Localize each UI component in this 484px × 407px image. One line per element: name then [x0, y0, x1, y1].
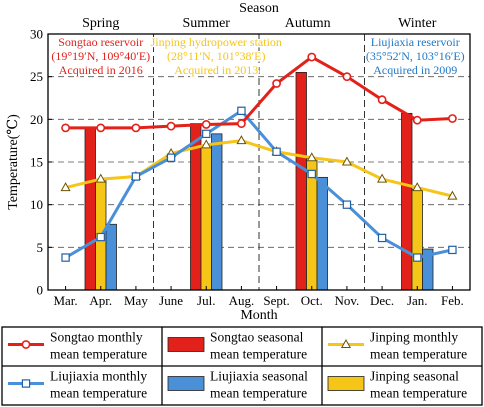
legend-bar-swatch: [167, 376, 205, 391]
bar-liujiaxia-seasonal: [211, 133, 223, 291]
season-label: Spring: [82, 16, 119, 31]
legend: Songtao monthly mean temperature Songtao s…: [1, 326, 483, 406]
point-songtao: [61, 123, 70, 133]
point-liujiaxia: [413, 253, 422, 262]
annotation-line: Jinping hydropower station: [151, 35, 282, 49]
legend-label: mean temperature: [50, 386, 147, 401]
y-axis-label: Temperature(℃): [6, 114, 21, 210]
point-songtao: [377, 95, 387, 105]
x-tick-label: June: [159, 293, 183, 308]
y-tick-label: 10: [30, 197, 43, 212]
point-jinping: [341, 156, 352, 166]
point-liujiaxia: [131, 172, 141, 181]
annotation-line: Liujiaxia reservoir: [371, 35, 460, 49]
season-label: Autumn: [285, 16, 331, 31]
y-tick-label: 15: [30, 155, 43, 170]
annotation-line: Acquired in 2013: [174, 63, 258, 77]
point-jinping: [95, 173, 106, 183]
top-axis-label: Season: [239, 1, 279, 16]
legend-label: Songtao monthly: [50, 330, 143, 345]
legend-marker: [21, 379, 31, 388]
point-songtao: [342, 72, 352, 82]
x-tick-label: Sept.: [263, 293, 289, 308]
point-songtao: [237, 119, 246, 128]
line-liujiaxia-monthly: [64, 108, 453, 260]
season-label: Winter: [398, 16, 437, 31]
point-liujiaxia: [96, 232, 105, 242]
x-tick-label: Apr.: [89, 293, 112, 308]
point-jinping: [236, 135, 247, 145]
legend-label: mean temperature: [210, 347, 307, 362]
legend-label: Jinping monthly: [370, 330, 458, 345]
legend-label: Jinping seasonal: [370, 369, 459, 384]
bar-songtao-seasonal: [401, 112, 413, 291]
x-tick-label: Jan.: [407, 293, 428, 308]
line-jinping-monthly: [65, 139, 453, 198]
point-liujiaxia: [166, 153, 176, 162]
point-songtao: [201, 120, 211, 129]
legend-label: mean temperature: [370, 347, 467, 362]
point-songtao: [307, 52, 317, 62]
annotation-line: Acquired in 2016: [59, 63, 143, 77]
point-liujiaxia: [377, 233, 387, 243]
point-jinping: [201, 139, 212, 149]
bar-liujiaxia-seasonal: [316, 176, 328, 291]
annotation-line: (19°19′N, 109°40′E): [51, 49, 150, 63]
point-jinping: [306, 152, 317, 162]
point-liujiaxia: [272, 147, 281, 156]
legend-label: Songtao seasonal: [210, 330, 304, 345]
point-liujiaxia: [307, 169, 316, 179]
legend-bar-swatch: [327, 376, 365, 391]
point-liujiaxia: [202, 129, 211, 139]
point-liujiaxia: [342, 200, 352, 209]
y-tick-label: 30: [30, 27, 43, 42]
legend-label: mean temperature: [210, 386, 307, 401]
point-liujiaxia: [61, 253, 70, 262]
x-tick-label: Nov.: [335, 293, 360, 308]
point-liujiaxia: [448, 245, 457, 255]
point-jinping: [412, 182, 423, 192]
annotation-line: (35°52′N, 103°16′E): [366, 49, 465, 63]
point-jinping: [447, 190, 458, 200]
legend-bar-swatch: [167, 337, 205, 352]
x-tick-label: Feb.: [441, 293, 464, 308]
bar-jinping-seasonal: [411, 188, 423, 291]
y-tick-label: 5: [37, 240, 44, 255]
point-songtao: [131, 123, 141, 133]
bar-songtao-seasonal: [295, 72, 307, 291]
x-tick-label: Dec.: [370, 293, 394, 308]
point-songtao: [96, 123, 106, 133]
bar-songtao-seasonal: [84, 127, 96, 291]
legend-label: mean temperature: [370, 386, 467, 401]
y-tick-label: 20: [30, 112, 43, 127]
season-label: Summer: [183, 16, 231, 31]
annotation-line: (28°11′N, 101°38′E): [167, 49, 265, 63]
x-tick-label: Mar.: [53, 293, 77, 308]
point-liujiaxia: [237, 106, 246, 115]
annotation-line: Songtao reservoir: [58, 35, 143, 49]
point-songtao: [448, 114, 457, 123]
bar-jinping-seasonal: [200, 144, 212, 291]
point-songtao: [166, 121, 176, 131]
line-songtao-monthly: [65, 55, 453, 130]
legend-marker: [21, 340, 31, 349]
y-tick-label: 25: [30, 69, 43, 84]
x-tick-label: Jul.: [197, 293, 215, 308]
point-jinping: [377, 173, 388, 183]
y-tick-label: 0: [37, 283, 44, 298]
legend-marker: [340, 338, 352, 348]
x-axis-label: Month: [240, 308, 277, 323]
point-jinping: [60, 182, 71, 192]
x-tick-label: Oct.: [301, 293, 323, 308]
annotation-line: Acquired in 2009: [373, 63, 457, 77]
legend-label: Liujiaxia monthly: [50, 369, 147, 384]
point-songtao: [412, 115, 422, 125]
point-songtao: [272, 79, 281, 88]
x-tick-label: May: [124, 293, 148, 308]
x-tick-label: Aug.: [229, 293, 255, 308]
legend-label: Liujiaxia seasonal: [210, 369, 308, 384]
legend-label: mean temperature: [50, 347, 147, 362]
bar-liujiaxia-seasonal: [105, 223, 117, 291]
